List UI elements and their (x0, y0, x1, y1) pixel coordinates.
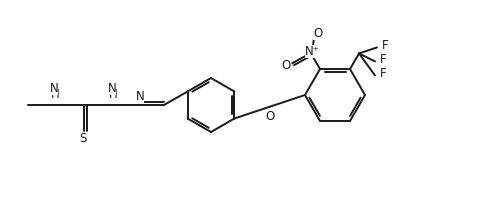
Text: H: H (51, 88, 59, 102)
Text: O: O (265, 110, 274, 123)
Text: N: N (50, 82, 58, 95)
Text: H: H (108, 88, 117, 102)
Text: F: F (380, 53, 387, 66)
Text: N: N (107, 82, 116, 95)
Text: F: F (380, 67, 387, 80)
Text: F: F (382, 39, 388, 52)
Text: S: S (79, 132, 87, 145)
Text: O: O (282, 59, 291, 72)
Text: N⁺: N⁺ (305, 45, 319, 58)
Text: N: N (136, 91, 144, 104)
Text: O: O (314, 27, 322, 40)
